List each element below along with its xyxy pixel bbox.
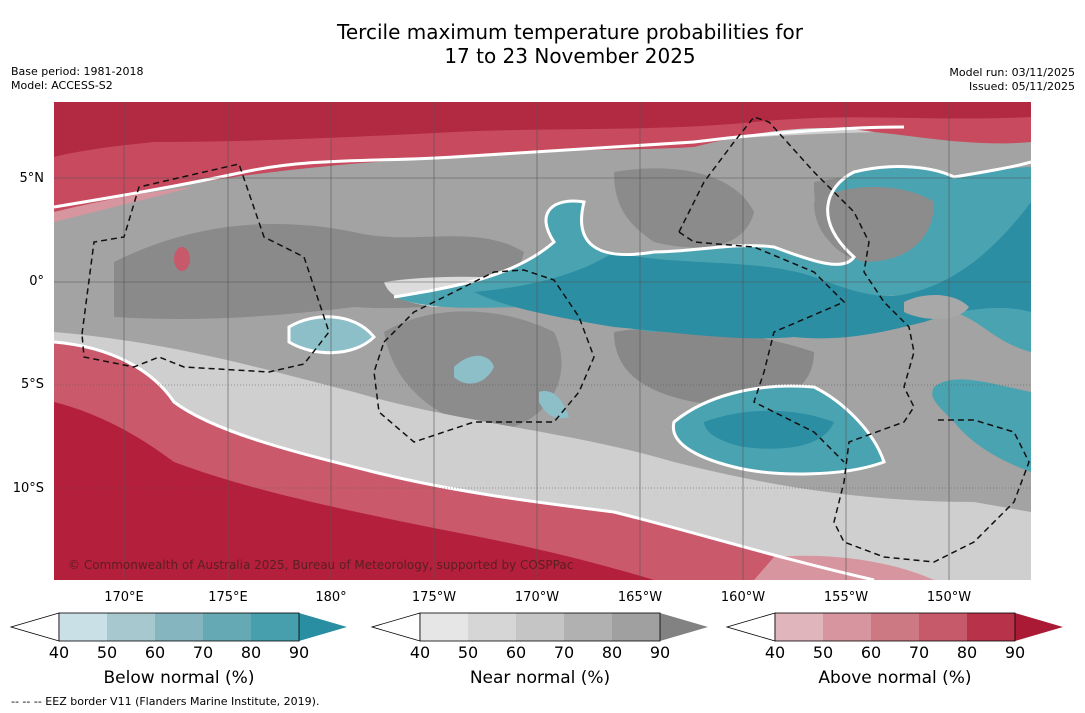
copyright-notice: © Commonwealth of Australia 2025, Bureau…	[68, 558, 574, 572]
above-normal-strong-region	[54, 402, 654, 580]
below-normal-region	[932, 379, 1031, 472]
cbar-below-low-extension	[10, 612, 60, 642]
cbar-near-seg	[468, 613, 516, 641]
cbar-above-tick: 90	[1004, 643, 1026, 662]
cbar-near-tick: 80	[601, 643, 623, 662]
colorbar-above-normal	[726, 612, 1063, 642]
lat-label-10s: 10°S	[12, 481, 44, 496]
lon-label-170e: 170°E	[104, 590, 144, 605]
lon-label-170w: 170°W	[514, 590, 560, 605]
contour-line	[393, 160, 1031, 299]
cbar-near-tick: 60	[505, 643, 527, 662]
map-title: Tercile maximum temperature probabilitie…	[0, 20, 1085, 68]
meta-right: Model run: 03/11/2025 Issued: 05/11/2025	[949, 66, 1075, 94]
lon-label-155w: 155°W	[823, 590, 869, 605]
near-normal-island	[904, 295, 969, 319]
cbar-below-tick: 70	[192, 643, 214, 662]
near-normal-dark-region	[614, 168, 754, 248]
cbar-below-seg	[203, 613, 251, 641]
eez-border	[678, 116, 1030, 563]
colorbar-below-normal	[10, 612, 347, 642]
lon-label-160w: 160°W	[720, 590, 766, 605]
cbar-above-seg	[967, 613, 1015, 641]
eez-footnote: -- -- -- EEZ border V11 (Flanders Marine…	[11, 695, 320, 708]
cbar-above-low-extension	[726, 612, 776, 642]
lat-label-5s: 5°S	[20, 377, 44, 392]
eez-border	[373, 269, 595, 443]
lat-label-0: 0°	[29, 274, 44, 289]
colorbar-near-normal	[371, 612, 708, 642]
above-normal-spot	[174, 247, 190, 271]
cbar-below-seg	[107, 613, 155, 641]
lon-label-150w: 150°W	[926, 590, 972, 605]
title-line-2: 17 to 23 November 2025	[444, 44, 696, 68]
lon-label-165w: 165°W	[617, 590, 663, 605]
cbar-below-label: Below normal (%)	[103, 668, 255, 688]
lon-label-180: 180°	[315, 590, 347, 605]
cbar-near-tick: 70	[553, 643, 575, 662]
map-svg	[54, 102, 1031, 580]
above-normal-strong-region	[54, 102, 1031, 157]
probability-map	[54, 102, 1031, 580]
eez-border	[678, 231, 846, 463]
cbar-below-tick: 80	[240, 643, 262, 662]
cbar-above-seg	[775, 613, 823, 641]
cbar-above-label: Above normal (%)	[818, 668, 972, 688]
model-run: Model run: 03/11/2025	[949, 66, 1075, 79]
cbar-near-tick: 50	[457, 643, 479, 662]
cbar-near-seg	[516, 613, 564, 641]
cbar-near-tick: 40	[409, 643, 431, 662]
cbar-above-seg	[871, 613, 919, 641]
contour-line	[287, 315, 377, 355]
cbar-near-seg	[564, 613, 612, 641]
cbar-below-tick: 50	[96, 643, 118, 662]
grid-lines	[54, 102, 1031, 580]
cbar-above-tick: 70	[908, 643, 930, 662]
cbar-above-tick: 80	[956, 643, 978, 662]
cbar-below-tick: 60	[144, 643, 166, 662]
lon-label-175w: 175°W	[411, 590, 457, 605]
cbar-above-seg	[823, 613, 871, 641]
base-period: Base period: 1981-2018	[11, 65, 144, 78]
cbar-above-tick: 40	[764, 643, 786, 662]
cbar-above-high-extension	[1015, 613, 1063, 641]
meta-left: Base period: 1981-2018 Model: ACCESS-S2	[11, 65, 143, 93]
cbar-near-high-extension	[660, 613, 708, 641]
cbar-near-seg	[420, 613, 468, 641]
eez-borders	[81, 116, 1030, 563]
cbar-near-seg	[612, 613, 660, 641]
cbar-below-seg	[59, 613, 107, 641]
contour-line	[54, 125, 905, 209]
cbar-below-seg	[251, 613, 299, 641]
below-normal-strong-region	[474, 202, 1031, 339]
cbar-above-tick: 60	[860, 643, 882, 662]
below-normal-light-region	[539, 391, 569, 419]
lat-label-5n: 5°N	[19, 171, 45, 186]
near-normal-island	[814, 187, 934, 262]
cbar-below-tick: 40	[48, 643, 70, 662]
cbar-near-low-extension	[371, 612, 421, 642]
model-name: Model: ACCESS-S2	[11, 79, 113, 92]
contour-line	[671, 384, 886, 476]
cbar-near-label: Near normal (%)	[469, 668, 611, 688]
cbar-above-seg	[919, 613, 967, 641]
cbar-below-high-extension	[299, 613, 347, 641]
eez-border	[81, 163, 330, 373]
below-normal-strong-region	[704, 410, 834, 449]
cbar-near-tick: 90	[649, 643, 671, 662]
cbar-below-tick: 90	[288, 643, 310, 662]
contour-line	[54, 340, 875, 580]
below-normal-light-region	[289, 316, 374, 353]
cbar-above-tick: 50	[812, 643, 834, 662]
cbar-below-seg	[155, 613, 203, 641]
title-line-1: Tercile maximum temperature probabilitie…	[337, 20, 803, 44]
issued-date: Issued: 05/11/2025	[968, 80, 1075, 93]
below-normal-light-region	[454, 355, 494, 384]
lon-label-175e: 175°E	[208, 590, 248, 605]
